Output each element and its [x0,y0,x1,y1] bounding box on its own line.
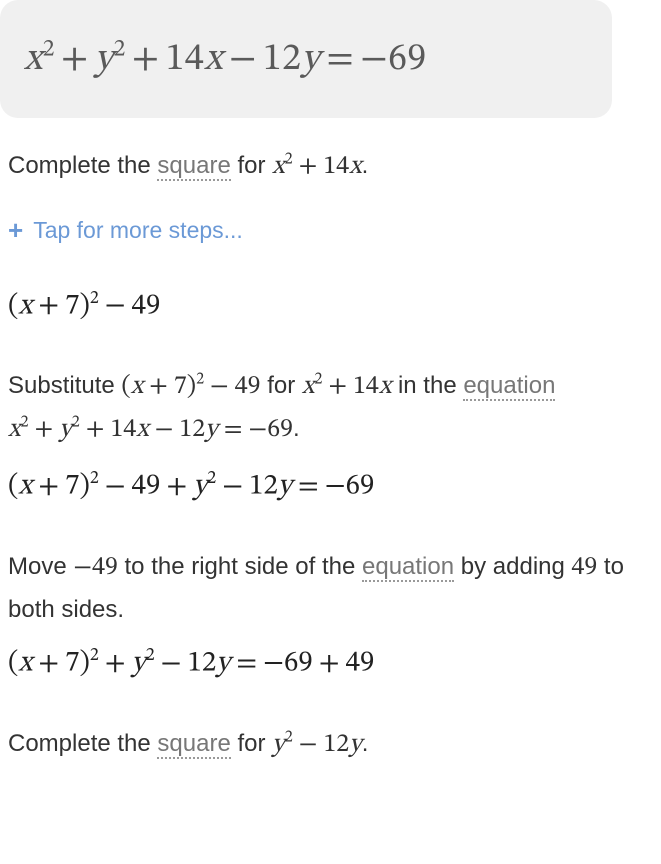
square-link-1[interactable]: square [157,152,230,181]
plus-icon: + [8,217,23,243]
step2-mid2: in the [391,372,463,399]
step2-prefix: Substitute [8,372,121,399]
step3-mid2: by adding [454,553,571,580]
step3-prefix: Move [8,553,73,580]
step4-prefix: Complete the [8,730,157,757]
main-equation-box: x2+y2+14x−12y=−69 [0,0,612,118]
main-equation: x2+y2+14x−12y=−69 [24,41,427,79]
step1-prefix: Complete the [8,152,157,179]
step2-math3: x2+y2+14x−12y=−69 [8,417,293,443]
result-3: (x+7)2+y2−12y=−69+49 [8,645,653,682]
step2-math2: x2+14x [302,374,391,400]
step2-mid1: for [261,372,302,399]
step-2-text: Substitute (x+7)2−49 for x2+14x in the e… [8,366,653,452]
square-link-2[interactable]: square [157,730,230,759]
step-1-text: Complete the square for x2+14x. [8,146,653,189]
step1-suffix: . [362,152,369,179]
step2-suffix: . [293,415,300,442]
result-2: (x+7)2−49+y2−12y=−69 [8,468,653,505]
step4-mid: for [231,730,272,757]
step3-math1: −49 [73,555,117,581]
step-3-text: Move −49 to the right side of the equati… [8,547,653,629]
equation-link-1[interactable]: equation [463,372,555,401]
step4-math: y2−12y [272,732,362,758]
result-1: (x+7)2−49 [8,288,653,325]
step3-mid1: to the right side of the [118,553,362,580]
step3-math2: 49 [572,555,598,581]
step4-suffix: . [362,730,369,757]
tap-more-label: Tap for more steps... [33,217,243,244]
tap-for-more-button[interactable]: + Tap for more steps... [8,217,653,244]
step1-math: x2+14x [272,154,361,180]
step2-math1: (x+7)2−49 [121,374,260,400]
step-4-text: Complete the square for y2−12y. [8,724,653,767]
step1-mid: for [231,152,272,179]
equation-link-2[interactable]: equation [362,553,454,582]
